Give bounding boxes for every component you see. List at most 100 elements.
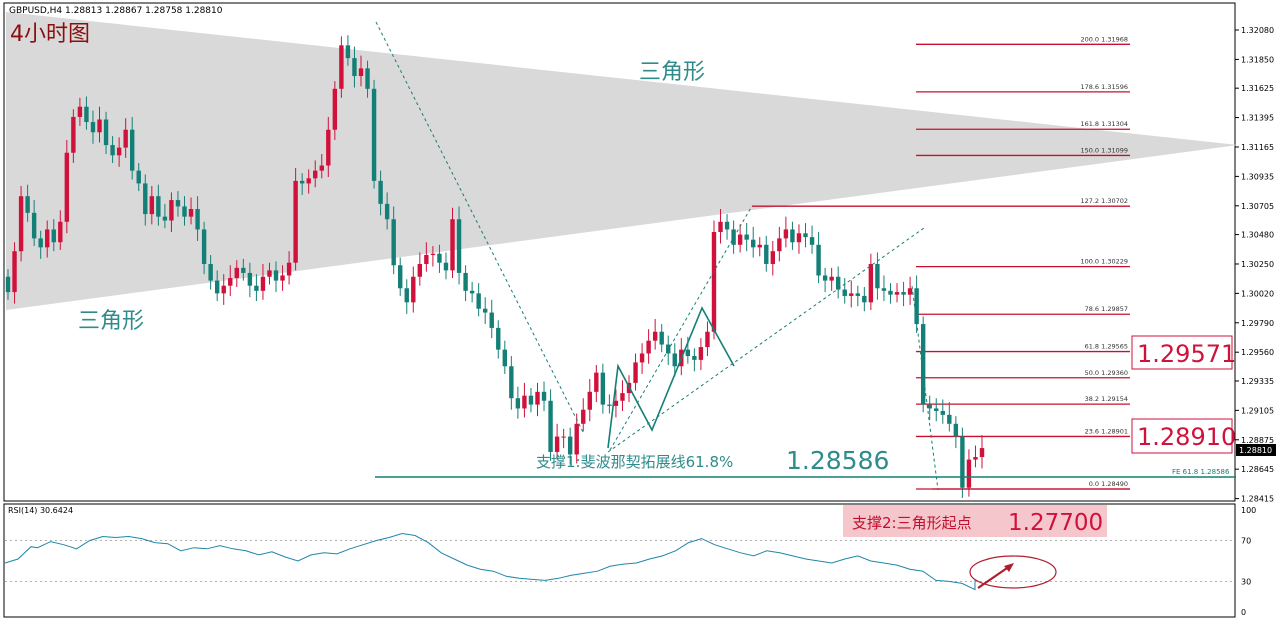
candle-body bbox=[313, 170, 318, 179]
candle-body bbox=[881, 288, 887, 291]
candle-body bbox=[371, 88, 377, 181]
candle-body bbox=[228, 278, 233, 286]
rsi-tick-label: 0 bbox=[1241, 608, 1246, 617]
candle-body bbox=[430, 253, 436, 256]
candle-body bbox=[953, 423, 959, 437]
candle-body bbox=[803, 233, 808, 238]
candle-body bbox=[273, 270, 279, 281]
candle-body bbox=[398, 265, 403, 289]
candle-body bbox=[600, 372, 606, 405]
y-tick-label: 1.28415 bbox=[1241, 495, 1274, 504]
candle-body bbox=[25, 196, 30, 213]
candle-body bbox=[345, 45, 351, 59]
candle-body bbox=[692, 356, 697, 360]
candle-body bbox=[267, 270, 272, 277]
candle-body bbox=[914, 288, 919, 325]
candle-body bbox=[581, 409, 586, 424]
candle-body bbox=[855, 293, 860, 296]
candle-body bbox=[777, 238, 782, 252]
rsi-tick-label: 30 bbox=[1241, 577, 1251, 586]
candle-body bbox=[71, 116, 76, 153]
candle-body bbox=[973, 457, 978, 460]
candle-body bbox=[652, 331, 658, 341]
rsi-highlight-ellipse bbox=[969, 555, 1057, 589]
candle-body bbox=[299, 180, 305, 184]
candle-body bbox=[764, 244, 769, 264]
candle-body bbox=[711, 232, 717, 332]
candle-body bbox=[51, 229, 56, 243]
timeframe-label: 4小时图 bbox=[10, 22, 90, 47]
candle-body bbox=[809, 237, 815, 245]
candle-body bbox=[456, 219, 462, 273]
callout-box-2 bbox=[1131, 418, 1233, 454]
candle-body bbox=[894, 292, 900, 295]
candle-body bbox=[332, 88, 338, 130]
candle-body bbox=[594, 372, 599, 392]
candle-body bbox=[247, 272, 253, 286]
candle-body bbox=[77, 106, 83, 117]
candle-body bbox=[718, 221, 723, 233]
candle-body bbox=[182, 206, 187, 217]
rsi-up-arrow bbox=[977, 565, 1011, 589]
candle-body bbox=[744, 234, 749, 240]
candle-body bbox=[659, 331, 664, 345]
y-tick-label: 1.29335 bbox=[1241, 377, 1274, 386]
candle-body bbox=[12, 251, 17, 293]
candle-body bbox=[790, 229, 795, 243]
candle-body bbox=[123, 129, 128, 148]
candle-body bbox=[927, 404, 932, 409]
candle-body bbox=[280, 275, 285, 281]
candle-body bbox=[535, 391, 540, 405]
candle-body bbox=[502, 349, 508, 367]
candle-body bbox=[829, 276, 834, 281]
candle-body bbox=[901, 292, 906, 295]
candle-body bbox=[587, 391, 592, 410]
y-tick-label: 1.29790 bbox=[1241, 319, 1274, 328]
candle-body bbox=[567, 436, 573, 455]
candle-body bbox=[646, 340, 651, 354]
candle-body bbox=[515, 398, 521, 409]
candle-body bbox=[339, 45, 344, 89]
candle-body bbox=[221, 285, 226, 294]
candle-body bbox=[450, 219, 455, 271]
candle-body bbox=[842, 289, 847, 296]
candle-body bbox=[541, 391, 547, 401]
current-price-tag bbox=[1236, 444, 1276, 456]
candle-body bbox=[482, 308, 488, 313]
candle-body bbox=[162, 216, 168, 221]
candle-body bbox=[875, 263, 880, 289]
candle-body bbox=[84, 106, 89, 123]
rsi-header: RSI(14) 30.6424 bbox=[8, 506, 73, 515]
candle-body bbox=[18, 196, 24, 252]
candle-body bbox=[64, 152, 70, 222]
fib-level-label: 78.6 1.29857 bbox=[1085, 305, 1128, 313]
candle-body bbox=[90, 122, 96, 133]
candle-body bbox=[496, 327, 501, 350]
candle-body bbox=[509, 366, 514, 399]
fib-level-label: 0.0 1.28490 bbox=[1089, 480, 1128, 488]
candle-body bbox=[528, 395, 534, 405]
y-tick-label: 1.29105 bbox=[1241, 406, 1274, 415]
candle-body bbox=[960, 436, 965, 488]
y-tick-label: 1.29560 bbox=[1241, 348, 1274, 357]
candle-body bbox=[920, 324, 926, 405]
fib-level-label: 161.8 1.31304 bbox=[1080, 120, 1128, 128]
candle-body bbox=[201, 229, 207, 264]
candle-body bbox=[156, 196, 161, 217]
candle-body bbox=[260, 276, 266, 291]
trend-dashed-line bbox=[375, 21, 584, 433]
triangle-label-upper: 三角形 bbox=[639, 60, 705, 85]
candle-body bbox=[561, 436, 566, 438]
candle-body bbox=[286, 262, 292, 276]
candle-body bbox=[574, 423, 579, 455]
y-tick-label: 1.32080 bbox=[1241, 26, 1274, 35]
y-tick-label: 1.31625 bbox=[1241, 84, 1274, 93]
candle-body bbox=[103, 119, 109, 146]
candle-body bbox=[384, 203, 390, 220]
trend-dashed-line bbox=[609, 205, 753, 451]
candle-body bbox=[940, 411, 945, 415]
current-price-text: 1.28810 bbox=[1239, 446, 1272, 455]
candle-body bbox=[705, 331, 710, 348]
candle-body bbox=[443, 262, 449, 271]
